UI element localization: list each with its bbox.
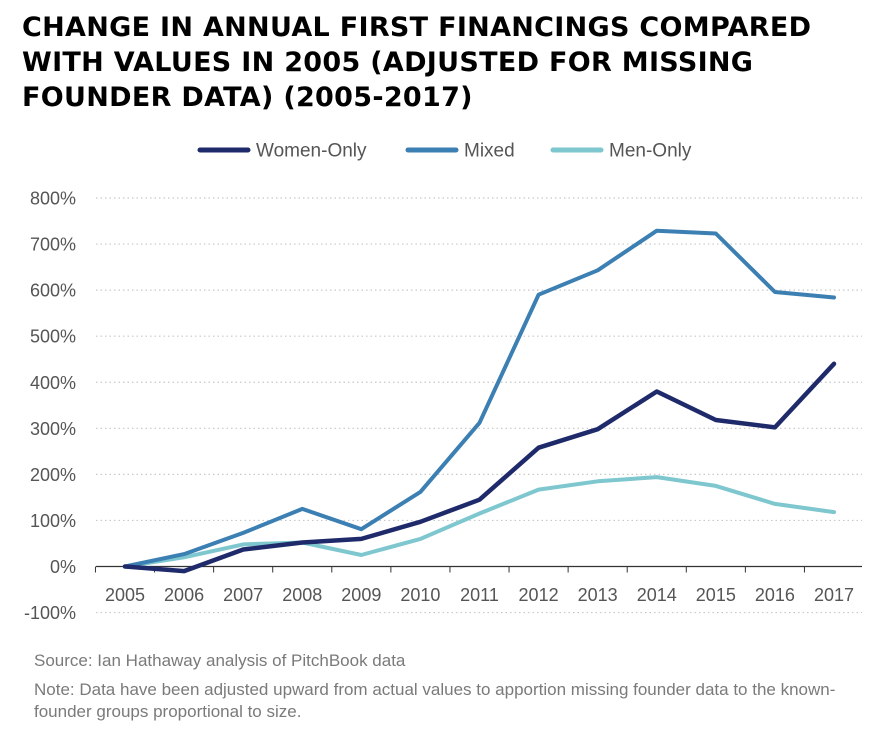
chart-title: CHANGE IN ANNUAL FIRST FINANCINGS COMPAR… [22,10,872,115]
legend-label: Mixed [464,141,515,162]
x-tick-label: 2016 [755,585,795,605]
x-tick-label: 2007 [223,585,263,605]
source-text: Source: Ian Hathaway analysis of PitchBo… [34,651,406,670]
y-tick-label: 0% [50,557,76,577]
legend-label: Women-Only [256,141,367,162]
y-tick-label: 500% [30,327,76,347]
y-tick-label: 700% [30,235,76,255]
y-tick-label: 800% [30,189,76,209]
x-tick-label: 2009 [341,585,381,605]
series-lines [122,228,837,574]
title-line-2: WITH VALUES IN 2005 (ADJUSTED FOR MISSIN… [22,47,754,78]
y-tick-label: 300% [30,419,76,439]
x-tick-label: 2005 [105,585,145,605]
y-tick-label: 600% [30,281,76,301]
legend-label: Men-Only [609,141,692,162]
x-tick-label: 2011 [460,585,499,605]
y-tick-label: 400% [30,373,76,393]
x-tick-label: 2014 [637,585,677,605]
legend: Women-Only Mixed Men-Only [197,141,692,162]
gridlines [96,197,862,614]
chart-notes: Source: Ian Hathaway analysis of PitchBo… [34,650,854,723]
note-text: Note: Data have been adjusted upward fro… [34,680,836,721]
x-tick-label: 2017 [814,585,854,605]
x-tick-label: 2006 [164,585,204,605]
title-line-3: FOUNDER DATA) (2005-2017) [22,82,473,113]
x-tick-label: 2008 [282,585,322,605]
y-tick-label: 200% [30,465,76,485]
x-tick-label: 2015 [696,585,736,605]
y-axis: -100% 0% 100% 200% 300% 400% 500% 600% 700% 800% [24,189,76,624]
series-line-women-only [122,361,837,574]
series-line-mixed [123,228,836,569]
series-line-men-only [123,475,836,569]
title-line-1: CHANGE IN ANNUAL FIRST FINANCINGS COMPAR… [22,12,812,43]
x-axis: 2005 2006 2007 2008 2009 2010 2011 2012 2013 2014… [94,565,862,605]
line-chart: Women-Only Mixed Men-Only -100% 0% 100% 200% 3… [24,141,862,624]
y-tick-label: 100% [30,511,76,531]
x-tick-label: 2010 [400,585,440,605]
x-tick-label: 2013 [578,585,618,605]
x-tick-label: 2012 [519,585,559,605]
y-tick-label: -100% [24,603,76,623]
